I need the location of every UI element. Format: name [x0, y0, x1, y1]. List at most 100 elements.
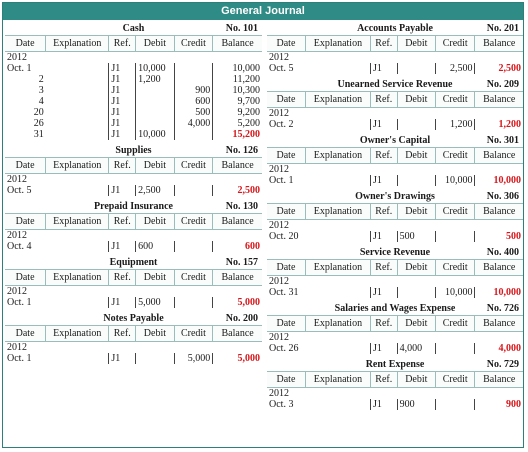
ledger-table: Date Explanation Ref. Debit Credit Balance 201…	[267, 204, 523, 242]
column-header-date: Date	[267, 92, 306, 108]
ledger-row: 20 J1 500 9,200	[5, 107, 262, 118]
entry-debit: 600	[135, 241, 175, 252]
entry-balance	[475, 388, 523, 400]
entry-credit: 4,000	[173, 118, 213, 129]
entry-debit: 4,000	[396, 343, 436, 354]
entry-debit	[135, 96, 175, 107]
entry-ref: J1	[108, 85, 136, 96]
ledger-account-unearned-service-revenue: Unearned Service Revenue No. 209 Date Expla…	[267, 78, 523, 130]
ledger-header-row: Date Explanation Ref. Debit Credit Balance	[5, 36, 262, 52]
column-header-balance: Balance	[474, 316, 523, 332]
entry-explanation	[46, 118, 109, 129]
entry-ref	[109, 52, 136, 64]
column-header-date: Date	[5, 36, 46, 52]
column-header-ref: Ref.	[108, 270, 136, 286]
ledger-account-supplies: Supplies No. 126 Date Explanation Ref. Debit C…	[5, 144, 262, 196]
account-name: Salaries and Wages Expense	[334, 303, 456, 314]
column-header-explanation: Explanation	[304, 260, 371, 276]
account-number: No. 101	[225, 23, 258, 34]
account-name: Supplies	[115, 145, 152, 156]
account-number: No. 200	[225, 313, 258, 324]
column-header-credit: Credit	[434, 148, 475, 164]
entry-explanation	[46, 74, 109, 85]
account-separator	[5, 364, 262, 368]
entry-explanation	[46, 96, 109, 107]
entry-balance	[213, 342, 262, 354]
entry-explanation	[46, 342, 109, 354]
column-header-credit: Credit	[434, 316, 475, 332]
entry-debit: 5,000	[135, 297, 175, 308]
entry-ref: J1	[108, 96, 136, 107]
entry-credit	[173, 297, 213, 308]
entry-explanation	[305, 108, 370, 120]
ledger-table: Date Explanation Ref. Debit Credit Balance 201…	[5, 36, 262, 140]
column-header-explanation: Explanation	[45, 158, 109, 174]
entry-credit: 600	[173, 96, 213, 107]
entry-credit	[436, 276, 475, 288]
column-header-credit: Credit	[434, 36, 475, 52]
entry-debit	[397, 332, 435, 344]
entry-debit: 10,000	[135, 63, 175, 74]
account-number: No. 201	[486, 23, 519, 34]
entry-ref: J1	[108, 118, 136, 129]
entry-ref	[370, 388, 397, 400]
entry-date: Oct. 1	[269, 175, 294, 186]
ledger-account-cash: Cash No. 101 Date Explanation Ref. Debit Credi…	[5, 22, 262, 140]
entry-balance: 11,200	[212, 74, 262, 85]
ledger-row: 31 J1 10,000 15,200	[5, 129, 262, 140]
entry-credit	[434, 231, 475, 242]
entry-debit	[397, 220, 435, 232]
account-number: No. 726	[486, 303, 519, 314]
entry-credit	[436, 164, 475, 176]
entry-date: Oct. 2	[269, 119, 294, 130]
column-header-date: Date	[267, 372, 306, 388]
ledger-row: 2012	[5, 286, 262, 298]
entry-date: 26	[33, 118, 44, 129]
ledger-row: 2012	[267, 220, 523, 232]
column-header-credit: Credit	[173, 36, 213, 52]
entry-ref: J1	[108, 74, 136, 85]
entry-debit	[397, 388, 435, 400]
right-ledger-column: Accounts Payable No. 201 Date Explanation Re…	[267, 22, 523, 414]
column-header-credit: Credit	[173, 326, 213, 342]
column-header-debit: Debit	[396, 148, 436, 164]
account-name: Notes Payable	[103, 313, 164, 324]
account-title-bar: Rent Expense No. 729	[267, 358, 523, 372]
entry-balance: 10,300	[212, 85, 262, 96]
entry-debit	[396, 175, 436, 186]
entry-credit	[174, 174, 213, 186]
entry-date: 3	[38, 85, 44, 96]
entry-debit	[136, 52, 175, 64]
ledger-row: Oct. 4 J1 600 600	[5, 241, 262, 252]
entry-date: 4	[38, 96, 44, 107]
entry-balance: 5,000	[212, 353, 262, 364]
entry-ref: J1	[369, 63, 398, 74]
entry-explanation	[305, 164, 370, 176]
entry-ref: J1	[108, 353, 136, 364]
entry-credit: 2,500	[434, 63, 475, 74]
account-name: Accounts Payable	[357, 23, 433, 34]
entry-credit	[174, 52, 213, 64]
column-header-date: Date	[267, 316, 306, 332]
column-header-explanation: Explanation	[45, 214, 109, 230]
entry-ref: J1	[108, 297, 136, 308]
account-number: No. 157	[225, 257, 258, 268]
column-header-debit: Debit	[135, 270, 175, 286]
column-header-explanation: Explanation	[304, 316, 371, 332]
column-header-ref: Ref.	[108, 158, 136, 174]
entry-date: 2012	[269, 332, 289, 343]
entry-debit: 900	[396, 399, 436, 410]
column-header-debit: Debit	[396, 204, 436, 220]
left-ledger-column: Cash No. 101 Date Explanation Ref. Debit Credi…	[5, 22, 262, 368]
column-header-balance: Balance	[474, 92, 523, 108]
entry-date: 2012	[7, 230, 27, 241]
column-header-ref: Ref.	[108, 36, 136, 52]
ledger-table: Date Explanation Ref. Debit Credit Balance 201…	[267, 92, 523, 130]
account-number: No. 306	[486, 191, 519, 202]
entry-balance: 10,000	[474, 175, 523, 186]
entry-ref: J1	[108, 241, 136, 252]
ledger-row: 2012	[267, 108, 523, 120]
ledger-row: Oct. 1 J1 5,000 5,000	[5, 297, 262, 308]
ledger-account-notes-payable: Notes Payable No. 200 Date Explanation Ref. D…	[5, 312, 262, 364]
entry-credit: 1,200	[434, 119, 475, 130]
